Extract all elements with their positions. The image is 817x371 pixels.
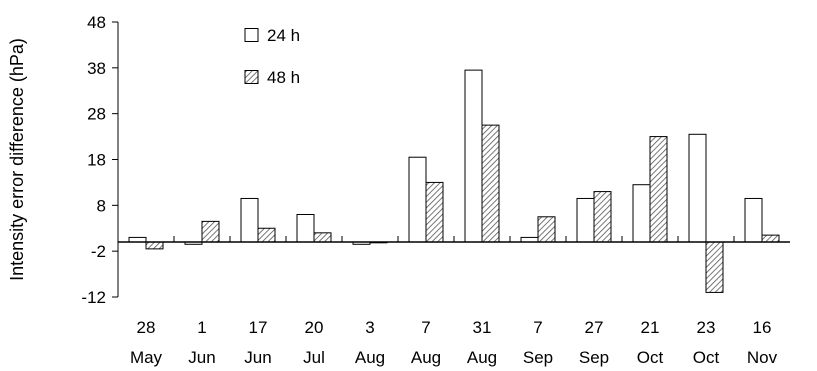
x-tick-label-day: 17 <box>249 318 268 337</box>
bar-48h-10 <box>705 241 724 293</box>
x-tick-label-month: Jun <box>188 348 215 367</box>
bar-48h-6 <box>481 124 500 243</box>
y-axis-title: Intensity error difference (hPa) <box>7 38 27 281</box>
x-tick-label-month: Aug <box>411 348 441 367</box>
x-tick-label-month: Aug <box>467 348 497 367</box>
bar-48h-1 <box>201 220 220 243</box>
bar-48h-7 <box>537 216 556 243</box>
x-tick-label-day: 20 <box>305 318 324 337</box>
bars <box>128 69 780 293</box>
legend-swatch-24h <box>244 28 259 42</box>
y-tick-label: 48 <box>87 13 106 32</box>
x-tick-label-month: Aug <box>355 348 385 367</box>
x-tick-label-month: Sep <box>523 348 553 367</box>
bar-48h-9 <box>649 136 668 243</box>
bar-48h-3 <box>313 232 332 243</box>
bar-48h-2 <box>257 227 276 243</box>
legend-label-24h: 24 h <box>267 26 300 45</box>
y-tick-label: 8 <box>97 196 106 215</box>
x-tick-label-day: 16 <box>753 318 772 337</box>
bar-24h-8 <box>576 197 595 243</box>
x-tick-label-month: Jun <box>244 348 271 367</box>
legend-swatch-48h <box>244 70 259 84</box>
bar-24h-3 <box>296 214 315 243</box>
y-tick-label: 28 <box>87 105 106 124</box>
bar-24h-11 <box>744 197 763 243</box>
bar-48h-0 <box>145 241 164 250</box>
y-tick-label: -12 <box>81 288 106 307</box>
x-axis-ticks: 28 May 1 Jun 17 Jun 20 Jul 3 Aug 7 Aug 31 Aug 7 Sep 27 Se… <box>130 236 778 367</box>
x-tick-label-day: 1 <box>197 318 206 337</box>
y-tick-label: 38 <box>87 59 106 78</box>
x-tick-label-day: 7 <box>421 318 430 337</box>
y-tick-label: -2 <box>91 242 106 261</box>
x-tick-label-day: 7 <box>533 318 542 337</box>
y-tick-label: 18 <box>87 151 106 170</box>
x-tick-label-month: Oct <box>637 348 664 367</box>
x-tick-label-day: 31 <box>473 318 492 337</box>
x-tick-label-day: 3 <box>365 318 374 337</box>
bar-48h-8 <box>593 191 612 243</box>
y-axis-ticks: 48 38 28 18 8 -2 -12 <box>81 13 118 307</box>
bar-24h-2 <box>240 197 259 243</box>
x-tick-label-month: May <box>130 348 163 367</box>
bar-24h-9 <box>632 184 651 243</box>
legend: 24 h 48 h <box>244 26 300 87</box>
bar-24h-6 <box>464 69 483 243</box>
bar-24h-5 <box>408 156 427 243</box>
x-tick-label-day: 28 <box>137 318 156 337</box>
bar-48h-11 <box>761 234 780 243</box>
x-tick-label-day: 27 <box>585 318 604 337</box>
x-tick-label-day: 23 <box>697 318 716 337</box>
x-tick-label-month: Sep <box>579 348 609 367</box>
bar-48h-5 <box>425 181 444 243</box>
legend-label-48h: 48 h <box>267 68 300 87</box>
bar-24h-10 <box>688 133 707 243</box>
x-tick-label-day: 21 <box>641 318 660 337</box>
x-tick-label-month: Nov <box>747 348 778 367</box>
x-tick-label-month: Oct <box>693 348 720 367</box>
x-tick-label-month: Jul <box>303 348 325 367</box>
